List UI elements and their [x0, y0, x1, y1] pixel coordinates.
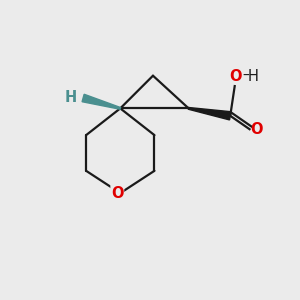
Text: –: – [243, 69, 249, 83]
Text: O: O [229, 69, 242, 84]
Text: O: O [250, 122, 262, 137]
Text: O: O [111, 186, 124, 201]
Polygon shape [188, 107, 231, 120]
Polygon shape [82, 94, 121, 109]
Text: H: H [64, 91, 76, 106]
Text: H: H [248, 69, 259, 84]
